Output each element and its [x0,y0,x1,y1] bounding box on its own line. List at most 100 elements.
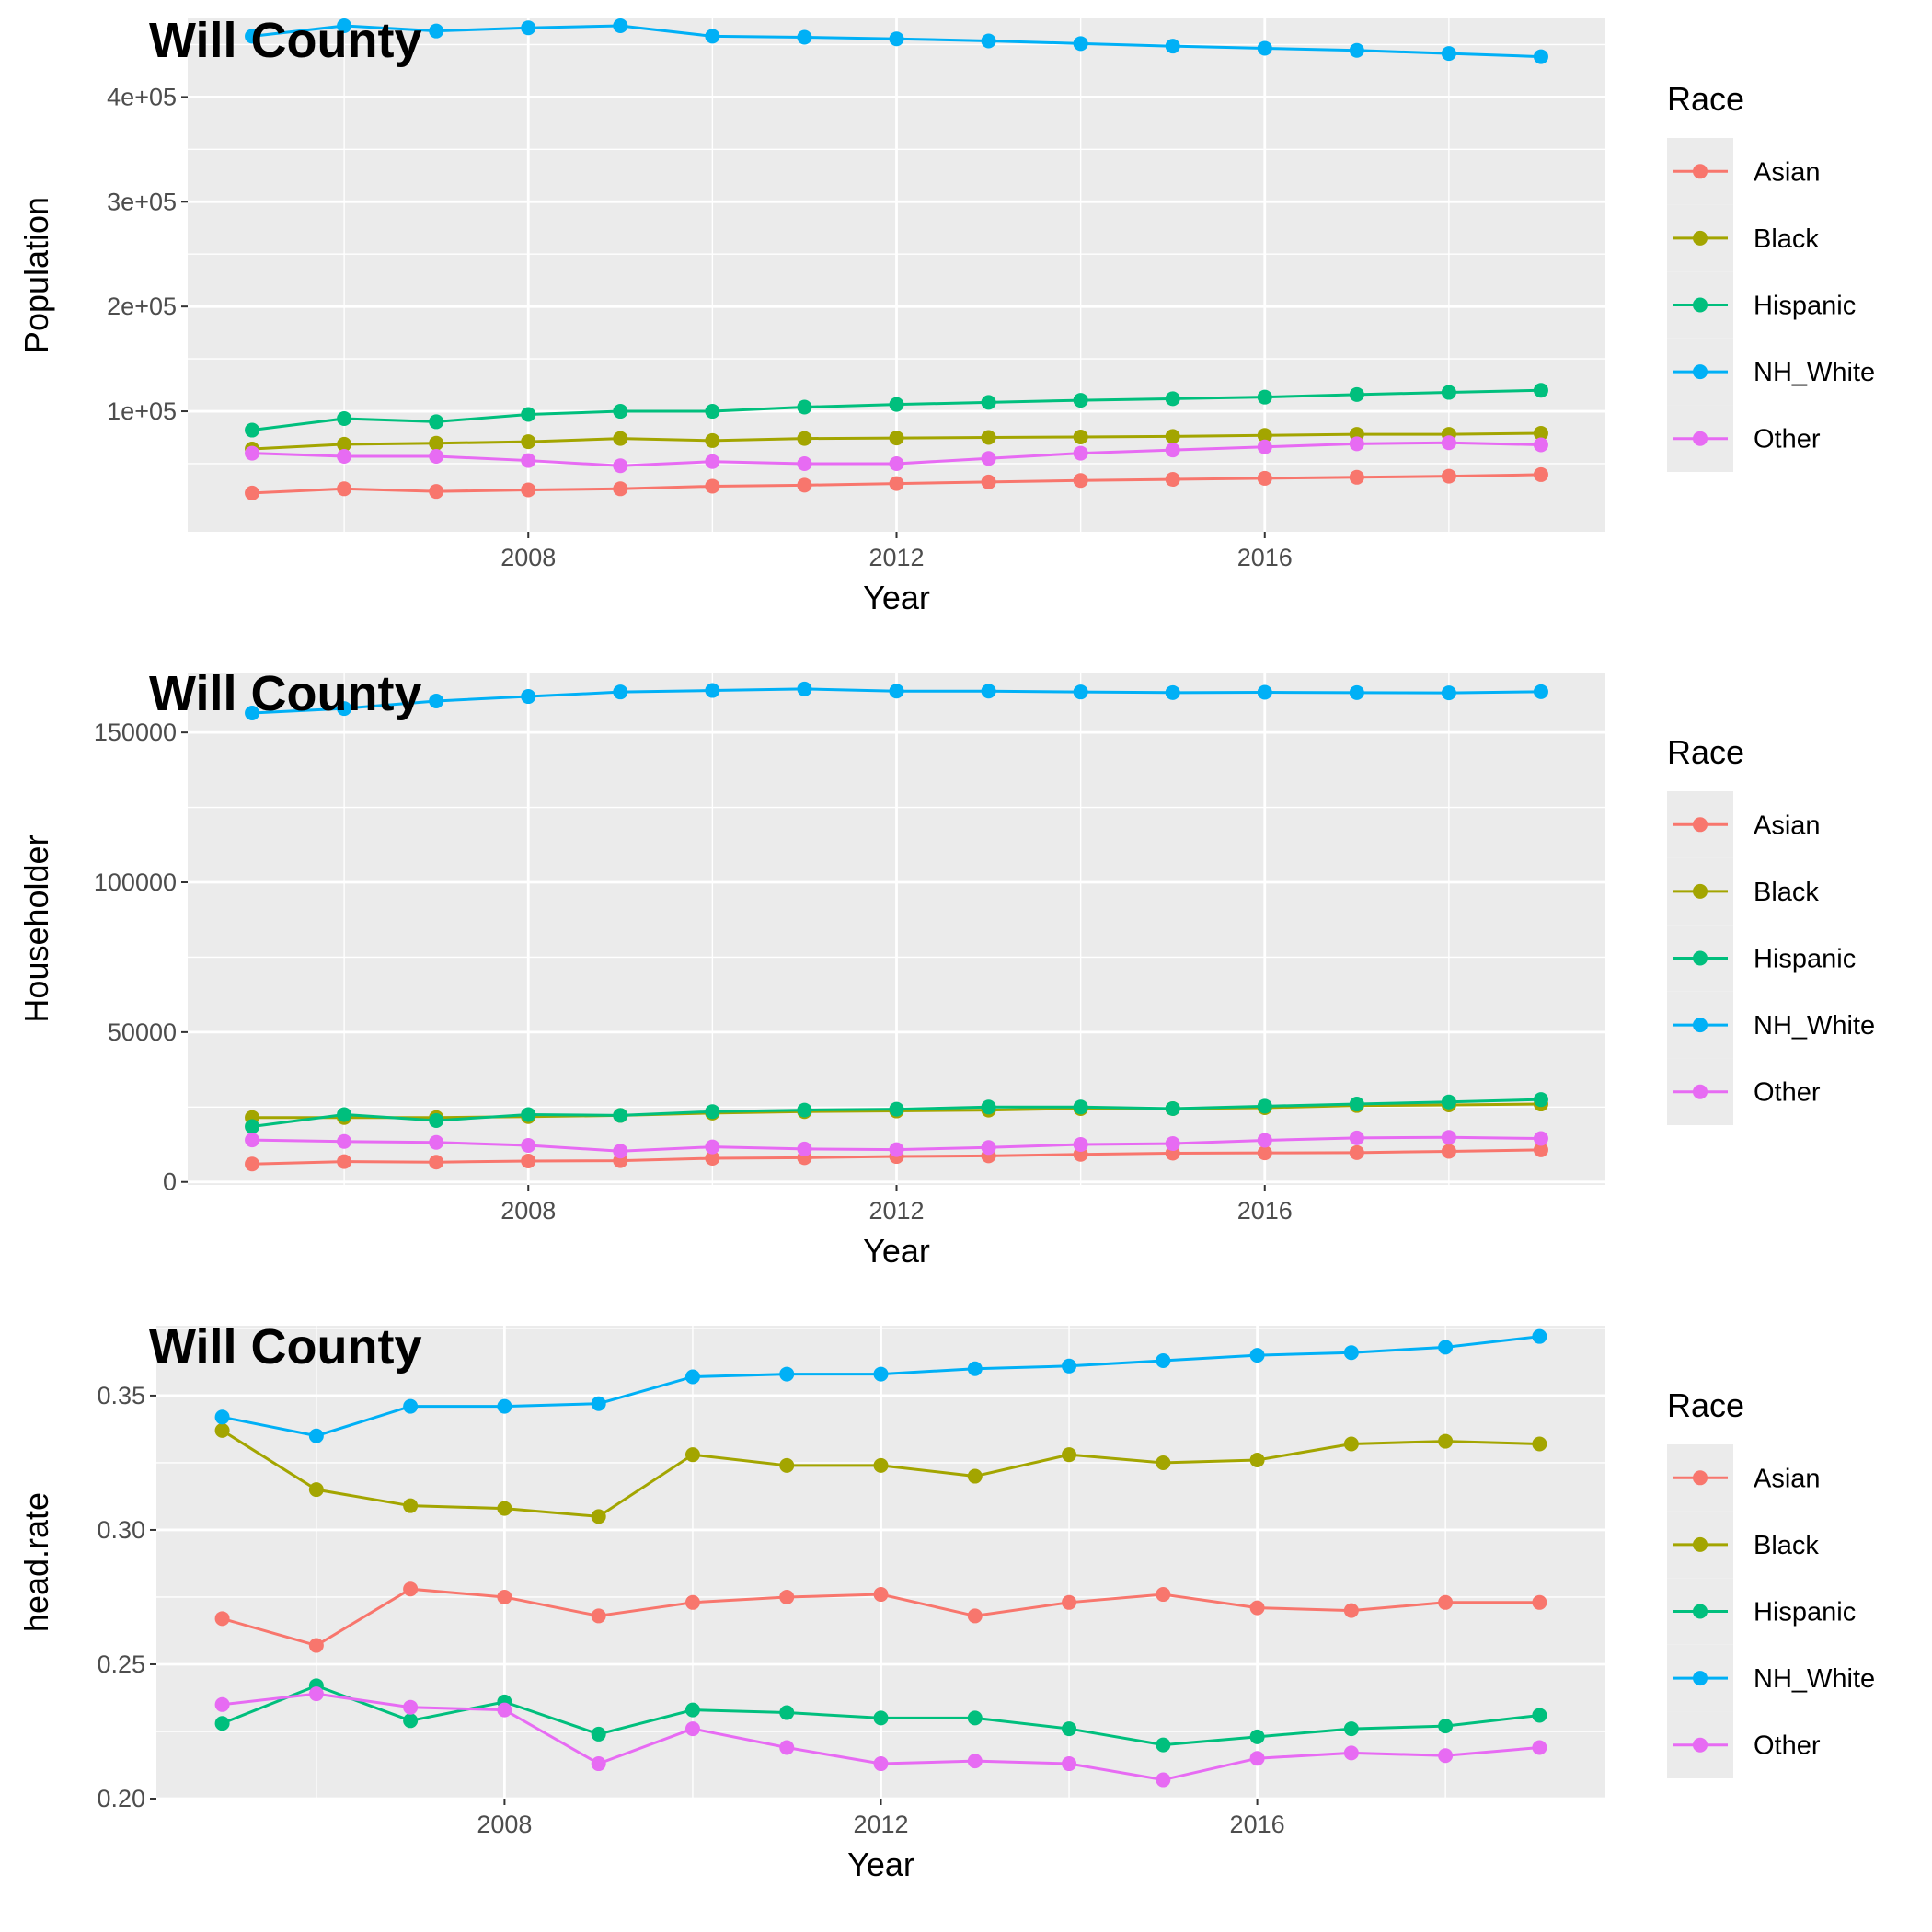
data-point-nh_white [429,23,444,39]
data-point-other [403,1699,419,1715]
data-point-other [613,458,628,474]
data-point-other [981,1140,996,1156]
x-tick-label: 2016 [1230,1811,1285,1838]
data-point-black [1343,1436,1359,1452]
legend: Race Asian Black Hispanic NH_White Other [1667,80,1875,472]
legend-key-point [1693,1737,1708,1753]
data-point-hispanic [705,404,720,420]
data-point-other [1073,445,1088,461]
data-point-black [1165,429,1180,444]
data-point-hispanic [967,1710,983,1726]
data-point-other [797,1141,812,1156]
data-point-black [684,1447,700,1463]
x-tick-label: 2012 [868,544,924,571]
data-point-other [521,1138,536,1154]
data-point-nh_white [779,1366,795,1382]
data-point-hispanic [797,1102,812,1118]
x-tick-label: 2012 [868,1197,924,1225]
data-point-other [889,455,904,471]
data-point-nh_white [245,29,260,44]
data-point-other [873,1756,889,1772]
data-point-asian [245,485,260,500]
x-axis-label: Year [863,1232,930,1270]
data-point-nh_white [797,29,812,45]
legend-label-nh_white: NH_White [1754,358,1875,387]
data-point-hispanic [245,1119,260,1134]
data-point-asian [1249,1600,1265,1616]
data-point-hispanic [429,414,444,430]
data-point-nh_white [705,683,720,698]
data-point-black [337,436,352,452]
data-point-nh_white [1441,46,1456,62]
legend-label-nh_white: NH_White [1754,1664,1875,1694]
data-point-other [1438,1748,1454,1764]
data-point-black [967,1468,983,1484]
legend-label-black: Black [1754,878,1819,907]
data-point-hispanic [873,1710,889,1726]
data-point-nh_white [308,1428,324,1443]
data-point-asian [779,1589,795,1604]
y-tick-label: 150000 [94,719,177,746]
data-point-asian [497,1589,512,1604]
legend-label-other: Other [1754,425,1821,454]
x-tick-label: 2008 [477,1811,532,1838]
data-point-asian [1438,1594,1454,1610]
y-tick-label: 0 [163,1168,177,1196]
data-point-hispanic [613,404,628,420]
data-point-nh_white [429,693,444,708]
data-point-hispanic [981,1099,996,1115]
data-point-other [245,1133,260,1148]
data-point-hispanic [1349,386,1364,402]
data-point-nh_white [1165,684,1180,700]
data-point-asian [1349,469,1364,485]
data-point-other [889,1142,904,1157]
data-point-hispanic [981,395,996,410]
data-point-other [429,449,444,465]
data-point-hispanic [521,407,536,422]
data-point-black [1533,425,1548,441]
data-point-nh_white [889,31,904,47]
data-point-nh_white [1156,1352,1171,1368]
data-point-hispanic [1249,1729,1265,1744]
data-point-nh_white [1349,684,1364,700]
data-point-black [521,434,536,450]
data-point-other [521,453,536,468]
legend-label-other: Other [1754,1078,1821,1108]
data-point-asian [521,1153,536,1168]
data-point-hispanic [613,1108,628,1123]
data-point-asian [797,477,812,493]
x-axis-label: Year [847,1846,914,1883]
data-point-asian [873,1587,889,1603]
legend-key-point [1693,1536,1708,1552]
y-tick-label: 0.25 [97,1650,145,1678]
data-point-black [1156,1455,1171,1470]
legend-label-asian: Asian [1754,811,1821,840]
y-axis-label: Householder [17,834,55,1022]
data-point-asian [1441,468,1456,484]
data-point-hispanic [521,1107,536,1122]
legend-label-hispanic: Hispanic [1754,292,1856,321]
data-point-black [889,431,904,446]
legend-key-point [1693,297,1708,313]
data-point-nh_white [889,684,904,699]
data-point-hispanic [403,1713,419,1729]
legend-key-point [1693,1084,1708,1099]
data-point-hispanic [1441,1094,1456,1110]
data-point-asian [337,481,352,497]
data-point-nh_white [497,1398,512,1414]
data-point-asian [1156,1587,1171,1603]
data-point-hispanic [591,1726,606,1742]
legend-label-other: Other [1754,1731,1821,1761]
data-point-asian [889,476,904,491]
data-point-other [308,1686,324,1702]
data-point-other [684,1721,700,1737]
data-point-black [705,432,720,448]
data-point-other [1441,435,1456,451]
legend-key-point [1693,164,1708,179]
data-point-hispanic [684,1702,700,1718]
legend-title: Race [1667,1386,1744,1424]
data-point-hispanic [245,422,260,438]
data-point-black [214,1422,230,1438]
legend-label-asian: Asian [1754,157,1821,187]
